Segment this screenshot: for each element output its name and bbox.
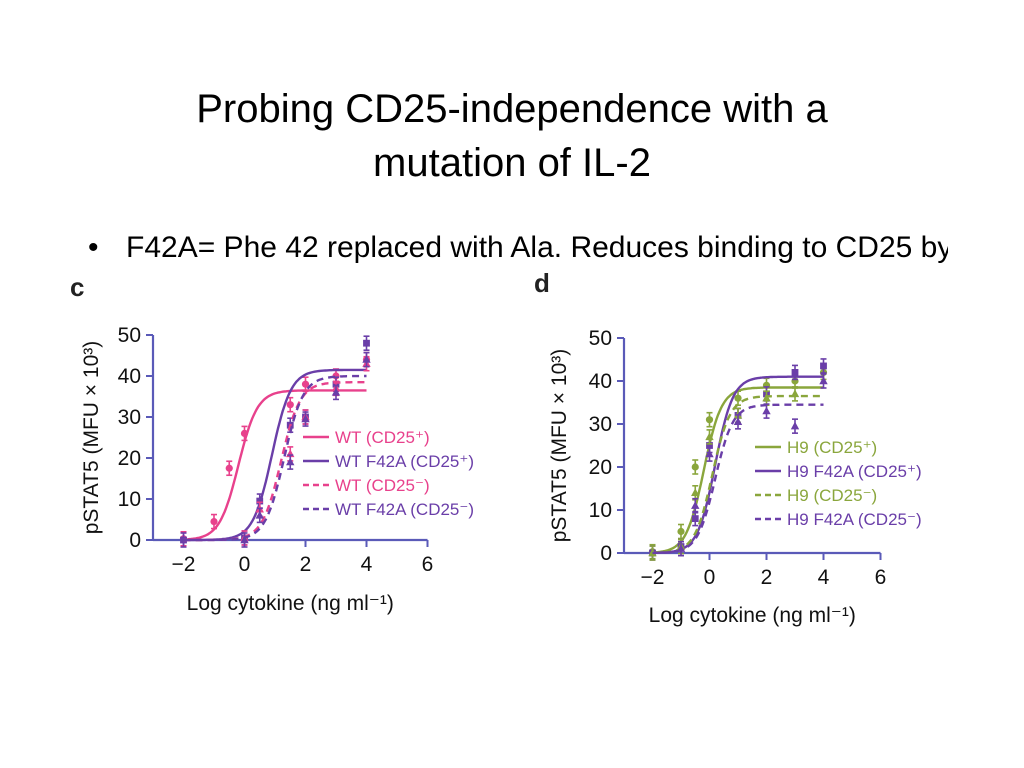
data-point (705, 416, 714, 424)
bullet-text: F42A= Phe 42 replaced with Ala. Reduces … (126, 231, 948, 264)
data-point (791, 369, 799, 376)
data-point (240, 535, 249, 544)
bullet-marker: • (88, 231, 99, 264)
y-axis-label: pSTAT5 (MFU × 10³) (548, 349, 571, 543)
y-tick-label: 40 (589, 370, 612, 393)
data-point (790, 421, 800, 430)
series-4 (183, 351, 371, 548)
data-point (819, 376, 828, 385)
x-tick-label: 0 (239, 553, 251, 576)
legend-label: WT (CD25⁺) (335, 428, 430, 447)
y-tick-label: 50 (589, 327, 612, 350)
bullet-list: • F42A= Phe 42 replaced with Ala. Reduce… (88, 230, 948, 292)
y-tick-label: 30 (589, 413, 612, 436)
y-tick-label: 10 (118, 488, 141, 511)
data-point (691, 515, 699, 522)
data-point (734, 394, 742, 402)
bullet-item: • F42A= Phe 42 replaced with Ala. Reduce… (88, 230, 948, 266)
legend: WT (CD25⁺) WT F42A (CD25⁺) WT (CD25⁻) WT F4… (303, 428, 474, 519)
data-point (691, 488, 700, 496)
data-point (705, 449, 714, 458)
chart-panel-c: c −2 0 2 4 6 0 10 20 30 40 50 Log cytokine (ng ml⁻¹)… (70, 272, 474, 615)
data-point (820, 362, 827, 370)
y-tick-label: 0 (129, 529, 141, 552)
data-point (301, 380, 310, 388)
x-tick-label: 0 (704, 566, 716, 589)
data-point (790, 389, 800, 398)
legend-label: WT F42A (CD25⁺) (335, 452, 474, 471)
legend-label: H9 (CD25⁺) (787, 438, 877, 457)
data-point (255, 510, 264, 519)
data-point (363, 339, 370, 347)
data-point (676, 544, 686, 552)
x-tick-label: −2 (172, 553, 196, 576)
x-tick-label: 6 (875, 566, 887, 589)
data-point (240, 429, 249, 437)
data-point (762, 406, 771, 415)
series-2 (649, 358, 827, 561)
panel-letter: d (534, 270, 550, 298)
data-point (225, 464, 233, 472)
x-tick-label: 4 (361, 553, 373, 576)
y-tick-label: 50 (118, 324, 141, 347)
y-tick-label: 0 (600, 542, 612, 565)
data-point (256, 497, 264, 505)
panel-letter: c (70, 272, 84, 302)
data-point (210, 517, 218, 526)
x-tick-label: 2 (300, 553, 312, 576)
series-4 (652, 373, 828, 557)
legend-label: H9 F42A (CD25⁻) (787, 510, 922, 529)
y-tick-label: 20 (589, 456, 612, 479)
y-tick-label: 40 (118, 365, 141, 388)
y-axis-label: pSTAT5 (MFU × 10³) (80, 341, 103, 535)
legend-label: WT (CD25⁻) (335, 476, 430, 495)
x-tick-label: −2 (641, 566, 665, 589)
data-point (301, 414, 310, 423)
data-point (331, 387, 341, 396)
data-point (706, 442, 713, 449)
legend-label: H9 F42A (CD25⁺) (787, 462, 922, 481)
chart-panel-d: d −2 0 2 4 6 0 10 20 30 40 50 Log cytokine (ng ml⁻¹)… (534, 270, 922, 627)
data-point (362, 355, 371, 363)
figure-panels: c −2 0 2 4 6 0 10 20 30 40 50 Log cytokine (ng ml⁻¹)… (58, 270, 958, 642)
data-point (691, 501, 700, 509)
y-tick-label: 10 (589, 499, 612, 522)
series-curve (183, 374, 367, 542)
x-tick-label: 4 (818, 566, 830, 589)
data-point (691, 463, 699, 471)
y-tick-label: 30 (118, 406, 141, 429)
slide-title-line-2: mutation of IL-2 (373, 141, 651, 185)
data-point (733, 417, 743, 426)
x-axis-label: Log cytokine (ng ml⁻¹) (187, 592, 394, 615)
legend-label: WT F42A (CD25⁻) (335, 500, 474, 519)
slide-title-line-1: Probing CD25-independence with a (196, 87, 828, 131)
y-tick-label: 20 (118, 447, 141, 470)
slide-title: Probing CD25-independence with a mutatio… (0, 82, 1024, 190)
data-point (705, 432, 714, 441)
legend: H9 (CD25⁺) H9 F42A (CD25⁺) H9 (CD25⁻) H9 F4… (755, 438, 922, 529)
x-axis-label: Log cytokine (ng ml⁻¹) (649, 604, 856, 627)
data-point (677, 527, 685, 536)
legend-label: H9 (CD25⁻) (787, 486, 877, 505)
x-tick-label: 6 (422, 553, 434, 576)
data-point (762, 393, 771, 402)
x-tick-label: 2 (761, 566, 773, 589)
data-point (286, 401, 294, 409)
data-point (286, 457, 295, 466)
